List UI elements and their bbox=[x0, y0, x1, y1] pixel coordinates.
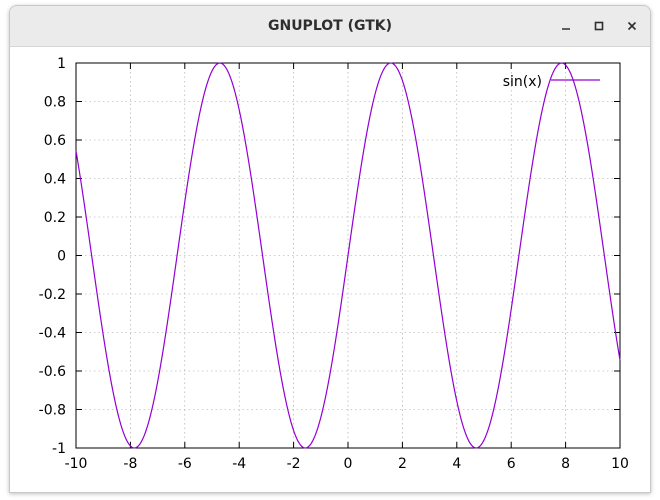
y-tick-label: -0.8 bbox=[39, 403, 66, 419]
maximize-icon bbox=[594, 21, 604, 31]
y-tick-label: 0.4 bbox=[44, 172, 66, 188]
x-tick-label: 2 bbox=[398, 456, 407, 472]
y-tick-label: 0 bbox=[57, 249, 66, 265]
x-tick-label: -10 bbox=[65, 456, 88, 472]
y-tick-label: -0.4 bbox=[39, 326, 66, 342]
y-tick-label: 0.8 bbox=[44, 95, 66, 111]
x-tick-label: 6 bbox=[507, 456, 516, 472]
x-tick-label: -4 bbox=[232, 456, 246, 472]
x-tick-label: -8 bbox=[123, 456, 137, 472]
x-tick-label: -2 bbox=[287, 456, 301, 472]
x-tick-label: 8 bbox=[561, 456, 570, 472]
series-line-sin bbox=[75, 62, 621, 449]
y-tick-label: 1 bbox=[57, 56, 66, 72]
title-bar[interactable]: GNUPLOT (GTK) bbox=[10, 6, 650, 47]
close-icon bbox=[627, 21, 637, 31]
y-tick-label: -0.2 bbox=[39, 287, 66, 303]
y-tick-label: 0.6 bbox=[44, 133, 66, 149]
minimize-button[interactable] bbox=[554, 14, 578, 38]
tick-labels: -10 -8 -6 -4 -2 0 2 4 6 8 10 -1 -0.8 -0.6 -0.4 -0.2 0 0.2… bbox=[39, 56, 629, 472]
y-tick-label: 0.2 bbox=[44, 210, 66, 226]
x-tick-label: 10 bbox=[611, 456, 629, 472]
legend-label: sin(x) bbox=[503, 74, 542, 90]
y-tick-label: -1 bbox=[52, 441, 66, 457]
window-title: GNUPLOT (GTK) bbox=[267, 18, 393, 34]
x-tick-label: 0 bbox=[344, 456, 353, 472]
axis-ticks bbox=[75, 62, 621, 449]
y-tick-label: -0.6 bbox=[39, 364, 66, 380]
minimize-icon bbox=[562, 28, 570, 30]
x-tick-label: 4 bbox=[452, 456, 461, 472]
x-tick-label: -6 bbox=[178, 456, 192, 472]
close-button[interactable] bbox=[620, 14, 644, 38]
gnuplot-window: GNUPLOT (GTK) bbox=[9, 5, 651, 493]
grid bbox=[76, 63, 620, 448]
maximize-button[interactable] bbox=[587, 14, 611, 38]
